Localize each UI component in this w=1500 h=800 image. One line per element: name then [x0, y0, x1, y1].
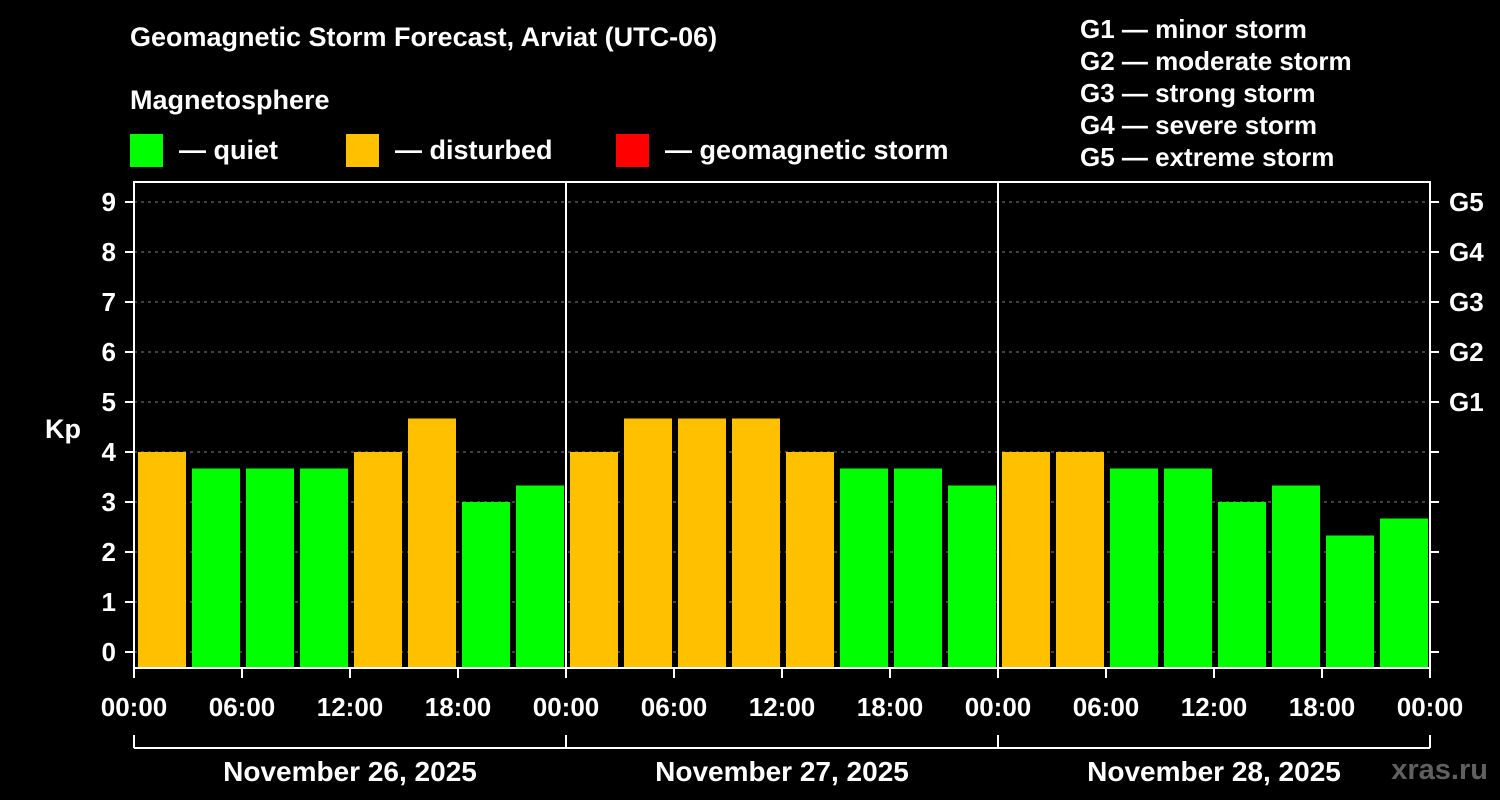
y-axis-label: Kp: [45, 414, 81, 444]
kp-bar-13: [840, 468, 888, 668]
x-tick-label-8: 00:00: [965, 692, 1032, 722]
legend-swatch-disturbed: [346, 133, 379, 167]
storm-level-g3: G3 — strong storm: [1080, 78, 1316, 108]
y-tick-label-3: 3: [102, 487, 116, 517]
day-label-1: November 27, 2025: [655, 756, 909, 787]
legend-item-quiet: — quiet: [130, 133, 278, 167]
kp-bar-8: [570, 452, 618, 668]
kp-bar-22: [1326, 535, 1374, 668]
storm-level-g2: G2 — moderate storm: [1080, 46, 1352, 76]
x-tick-label-6: 12:00: [749, 692, 816, 722]
kp-bar-19: [1164, 468, 1212, 668]
y-tick-label-4: 4: [102, 437, 117, 467]
legend-label-quiet: — quiet: [179, 134, 278, 165]
chart-title: Geomagnetic Storm Forecast, Arviat (UTC-…: [130, 22, 718, 52]
y-tick-label-8: 8: [102, 237, 116, 267]
y-tick-label-7: 7: [102, 287, 116, 317]
x-tick-label-11: 18:00: [1289, 692, 1356, 722]
day-label-0: November 26, 2025: [223, 756, 477, 787]
x-tick-label-2: 12:00: [317, 692, 384, 722]
kp-bar-7: [516, 485, 564, 668]
kp-bar-12: [786, 452, 834, 668]
kp-bar-2: [246, 468, 294, 668]
kp-bar-18: [1110, 468, 1158, 668]
y-tick-label-9: 9: [102, 187, 116, 217]
legend-heading: Magnetosphere: [130, 85, 330, 115]
kp-bar-0: [138, 452, 186, 668]
kp-bar-10: [678, 418, 726, 668]
y-tick-label-2: 2: [102, 537, 116, 567]
y-tick-label-1: 1: [102, 587, 116, 617]
x-tick-label-3: 18:00: [425, 692, 492, 722]
day-label-2: November 28, 2025: [1087, 756, 1341, 787]
kp-bar-3: [300, 468, 348, 668]
kp-bar-15: [948, 485, 996, 668]
watermark: xras.ru: [1391, 754, 1488, 786]
g-level-label-g5: G5: [1449, 187, 1484, 217]
storm-level-legend: G1 — minor storm G2 — moderate storm G3 …: [1080, 13, 1352, 173]
x-tick-label-9: 06:00: [1073, 692, 1140, 722]
legend-swatch-quiet: [130, 133, 163, 167]
kp-bar-16: [1002, 452, 1050, 668]
kp-bar-20: [1218, 502, 1266, 668]
legend-item-disturbed: — disturbed: [346, 133, 553, 167]
legend-item-storm: — geomagnetic storm: [616, 133, 949, 167]
legend-label-disturbed: — disturbed: [395, 134, 553, 165]
kp-bar-4: [354, 452, 402, 668]
kp-bar-1: [192, 468, 240, 668]
kp-bar-17: [1056, 452, 1104, 668]
x-tick-label-4: 00:00: [533, 692, 600, 722]
legend-swatch-storm: [616, 133, 649, 167]
kp-bar-23: [1380, 518, 1428, 668]
g-level-label-g1: G1: [1449, 387, 1484, 417]
g-level-label-g2: G2: [1449, 337, 1484, 367]
x-tick-label-1: 06:00: [209, 692, 276, 722]
kp-bar-11: [732, 418, 780, 668]
legend-label-storm: — geomagnetic storm: [665, 134, 949, 165]
y-tick-label-0: 0: [102, 637, 116, 667]
kp-bar-6: [462, 502, 510, 668]
kp-bar-9: [624, 418, 672, 668]
y-tick-label-5: 5: [102, 387, 116, 417]
g-level-label-g4: G4: [1449, 237, 1484, 267]
kp-bar-14: [894, 468, 942, 668]
storm-level-g5: G5 — extreme storm: [1080, 142, 1335, 172]
y-tick-label-6: 6: [102, 337, 116, 367]
x-tick-label-0: 00:00: [101, 692, 168, 722]
x-tick-label-10: 12:00: [1181, 692, 1248, 722]
g-level-label-g3: G3: [1449, 287, 1484, 317]
storm-level-g4: G4 — severe storm: [1080, 110, 1318, 140]
x-tick-label-7: 18:00: [857, 692, 924, 722]
x-tick-label-5: 06:00: [641, 692, 708, 722]
kp-bar-21: [1272, 485, 1320, 668]
kp-bar-5: [408, 418, 456, 668]
x-tick-label-12: 00:00: [1397, 692, 1464, 722]
storm-level-g1: G1 — minor storm: [1080, 14, 1307, 44]
